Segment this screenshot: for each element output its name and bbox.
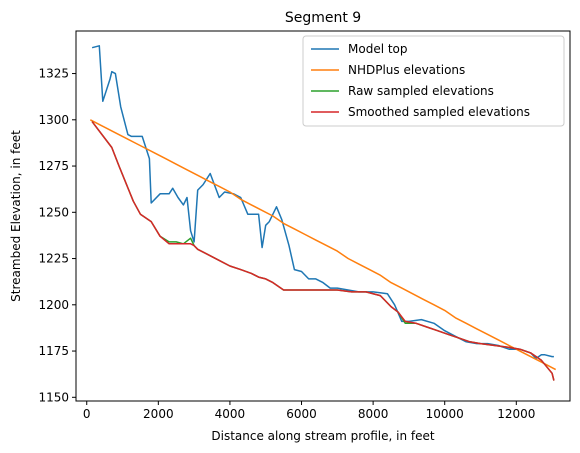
chart-title: Segment 9: [285, 10, 361, 26]
x-tick-label: 8000: [358, 407, 389, 421]
y-tick-label: 1150: [38, 390, 69, 404]
legend-label: Smoothed sampled elevations: [348, 105, 530, 119]
x-tick-label: 10000: [426, 407, 464, 421]
y-tick-label: 1250: [38, 205, 69, 219]
y-tick-label: 1175: [38, 344, 69, 358]
legend-label: NHDPlus elevations: [348, 63, 465, 77]
x-tick-label: 12000: [497, 407, 535, 421]
x-tick-label: 0: [83, 407, 91, 421]
series-layer: [89, 45, 557, 381]
x-tick-label: 2000: [143, 407, 174, 421]
y-tick-label: 1325: [38, 67, 69, 81]
y-axis: 1150 1175 1200 1225 1250 1275 1300 1325: [38, 67, 76, 404]
y-tick-label: 1275: [38, 159, 69, 173]
x-tick-label: 6000: [286, 407, 317, 421]
y-tick-label: 1225: [38, 252, 69, 266]
legend-box: [302, 35, 565, 127]
y-tick-label: 1300: [38, 113, 69, 127]
y-axis-label: Streambed Elevation, in feet: [9, 130, 23, 302]
y-tick-label: 1200: [38, 298, 69, 312]
legend-label: Model top: [348, 42, 408, 56]
legend-label: Raw sampled elevations: [348, 84, 494, 98]
series-line-raw-sampled-elevations: [91, 121, 555, 381]
x-axis: 0 2000 4000 6000 8000 10000 12000: [83, 401, 535, 421]
axes-frame: [75, 30, 571, 402]
x-tick-label: 4000: [215, 407, 246, 421]
x-axis-label: Distance along stream profile, in feet: [211, 429, 434, 443]
series-line-smoothed-sampled-elevations: [91, 121, 555, 381]
series-line-nhdplus-elevations: [89, 119, 557, 371]
legend: Model top NHDPlus elevations Raw sampled e…: [302, 35, 565, 127]
plot-area: [75, 30, 571, 402]
